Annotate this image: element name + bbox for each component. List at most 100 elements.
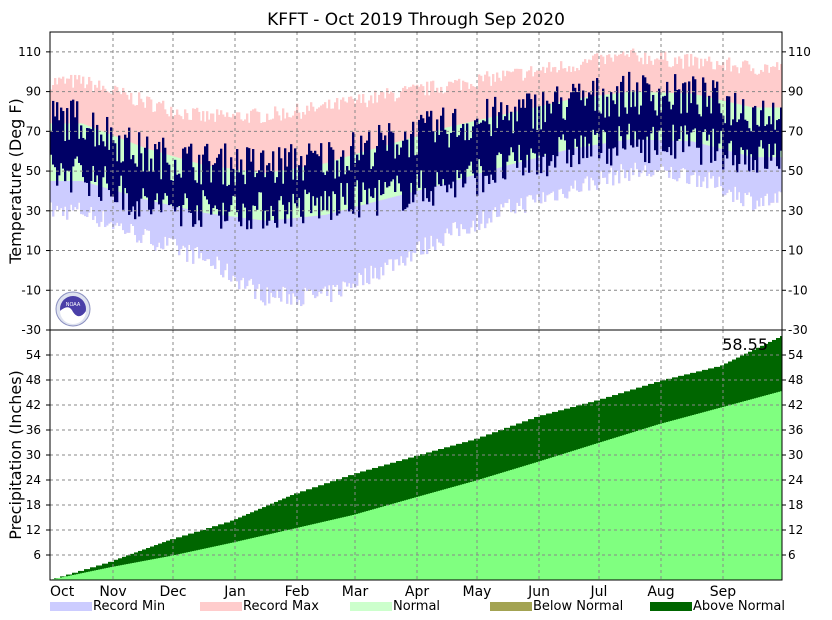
record-min-bar — [490, 170, 493, 223]
record-min-bar — [370, 202, 373, 266]
observed-temp-bar — [444, 129, 447, 186]
record-min-bar — [324, 214, 327, 287]
observed-temp-bar — [542, 91, 545, 157]
precip-tick-left: 36 — [26, 423, 41, 437]
record-min-bar — [554, 152, 557, 201]
precip-normal-bar — [578, 448, 581, 580]
precip-normal-bar — [408, 499, 411, 580]
observed-temp-bar — [240, 159, 243, 227]
legend-swatch — [50, 602, 92, 611]
precip-normal-bar — [178, 554, 181, 580]
observed-temp-bar — [174, 159, 177, 212]
record-min-bar — [578, 147, 581, 192]
record-min-bar — [712, 146, 715, 177]
precip-normal-bar — [446, 488, 449, 580]
observed-temp-bar — [664, 95, 667, 152]
precip-normal-bar — [416, 496, 419, 580]
precip-normal-bar — [366, 511, 369, 580]
precip-normal-bar — [526, 465, 529, 580]
observed-temp-bar — [564, 119, 567, 141]
observed-temp-bar — [432, 131, 435, 206]
precip-normal-bar — [450, 487, 453, 580]
observed-temp-bar — [400, 147, 403, 192]
record-min-bar — [322, 215, 325, 289]
record-min-bar — [780, 157, 783, 193]
observed-temp-bar — [212, 164, 215, 209]
record-min-bar — [82, 181, 85, 215]
precip-normal-bar — [758, 397, 761, 580]
precip-normal-bar — [406, 499, 409, 580]
record-min-bar — [642, 139, 645, 171]
temperature-panel: -30 -30 -10 -10 10 10 30 30 50 50 70 70 90 90 110 110 — [18, 32, 811, 580]
observed-temp-bar — [216, 157, 219, 210]
record-min-bar — [110, 189, 113, 223]
record-min-bar — [564, 150, 567, 198]
observed-temp-bar — [56, 102, 59, 186]
observed-temp-bar — [476, 118, 479, 196]
observed-temp-bar — [546, 100, 549, 177]
record-min-bar — [768, 157, 771, 206]
record-min-bar — [602, 143, 605, 178]
observed-temp-bar — [726, 96, 729, 159]
record-min-bar — [286, 218, 289, 304]
record-min-bar — [612, 142, 615, 186]
precip-normal-bar — [706, 411, 709, 580]
observed-temp-bar — [70, 100, 73, 193]
observed-temp-bar — [264, 177, 267, 211]
record-min-bar — [308, 216, 311, 290]
precip-normal-bar — [522, 466, 525, 580]
record-min-bar — [576, 147, 579, 191]
legend-label: Below Normal — [533, 599, 623, 614]
precip-normal-bar — [750, 399, 753, 580]
precip-normal-bar — [708, 410, 711, 580]
record-min-bar — [734, 152, 737, 187]
record-min-bar — [186, 208, 189, 262]
record-min-bar — [586, 146, 589, 177]
record-min-bar — [440, 184, 443, 244]
precip-normal-bar — [616, 437, 619, 580]
precip-normal-bar — [754, 398, 757, 580]
precip-tick-right: 6 — [788, 548, 796, 562]
observed-temp-bar — [474, 120, 477, 179]
observed-temp-bar — [600, 113, 603, 153]
observed-temp-bar — [478, 123, 481, 160]
precip-normal-bar — [392, 503, 395, 580]
record-min-bar — [260, 220, 263, 301]
observed-temp-bar — [280, 158, 283, 197]
record-min-bar — [412, 191, 415, 253]
observed-temp-bar — [360, 135, 363, 203]
precip-normal-bar — [194, 550, 197, 580]
observed-temp-bar — [594, 110, 597, 135]
precip-normal-bar — [242, 540, 245, 580]
observed-temp-bar — [68, 139, 71, 172]
precip-normal-bar — [482, 478, 485, 580]
observed-temp-bar — [238, 172, 241, 222]
precip-normal-bar — [420, 495, 423, 580]
observed-temp-bar — [770, 124, 773, 161]
observed-temp-bar — [742, 99, 745, 150]
precip-normal-bar — [334, 519, 337, 580]
record-min-bar — [636, 139, 639, 170]
record-min-bar — [126, 194, 129, 233]
precip-normal-bar — [254, 537, 257, 580]
precip-tick-right: 54 — [788, 348, 803, 362]
observed-temp-bar — [756, 124, 759, 173]
precip-normal-bar — [108, 567, 111, 580]
precip-normal-bar — [736, 403, 739, 580]
precip-normal-bar — [324, 521, 327, 580]
precip-normal-bar — [388, 504, 391, 580]
precip-normal-bar — [534, 462, 537, 580]
record-min-bar — [666, 140, 669, 171]
observed-temp-bar — [196, 182, 199, 206]
observed-temp-bar — [334, 178, 337, 195]
observed-temp-bar — [566, 107, 569, 164]
temp-tick-left: 90 — [26, 85, 41, 99]
observed-temp-bar — [736, 122, 739, 173]
observed-temp-bar — [232, 168, 235, 196]
precip-normal-bar — [342, 517, 345, 580]
record-min-bar — [170, 205, 173, 239]
observed-temp-bar — [710, 113, 713, 163]
record-min-bar — [438, 185, 441, 243]
precip-normal-bar — [400, 501, 403, 580]
record-min-bar — [510, 164, 513, 213]
